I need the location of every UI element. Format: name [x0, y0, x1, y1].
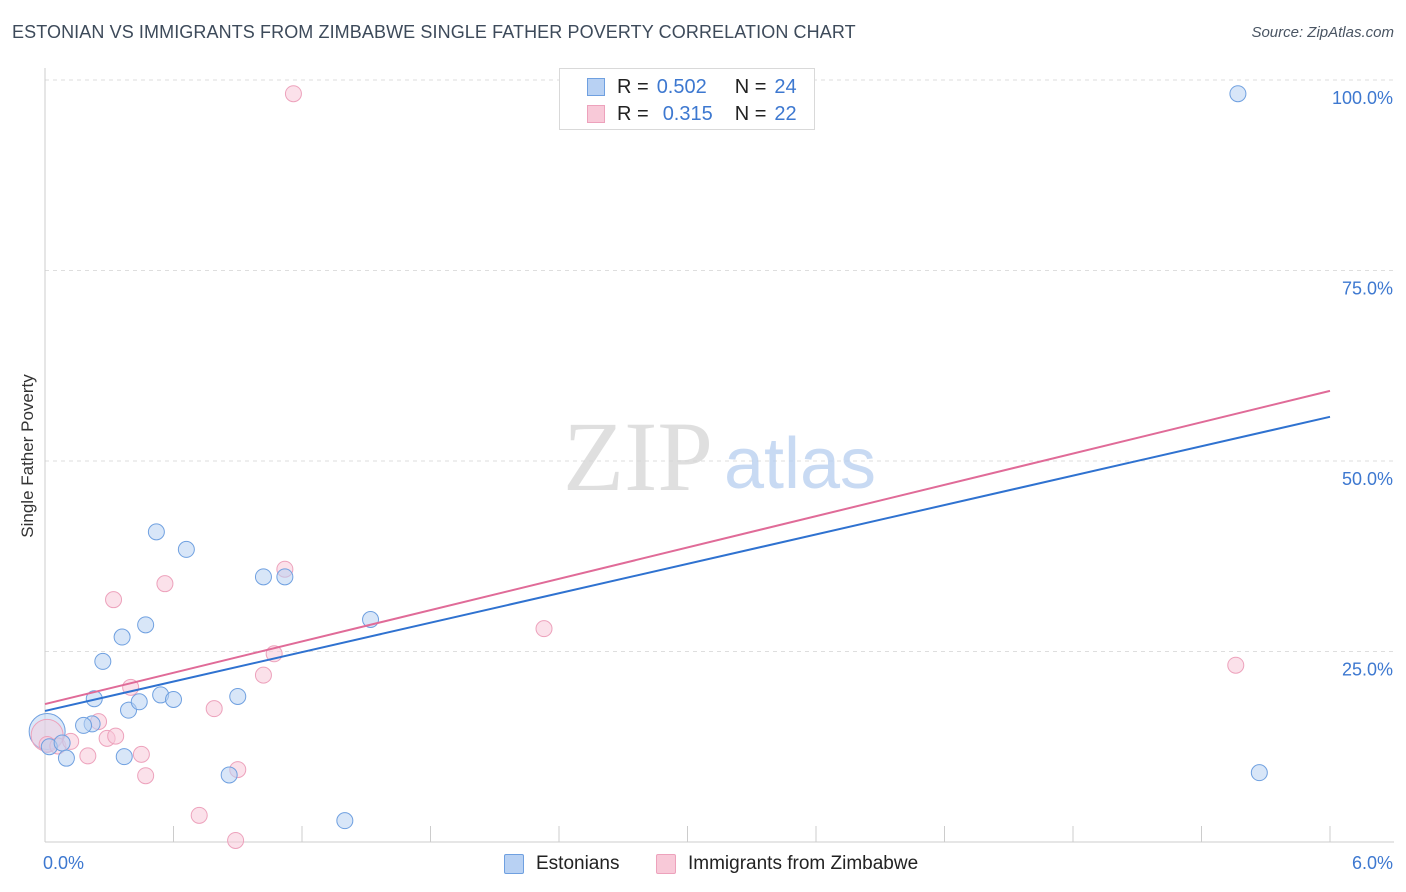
bottom-legend-swatch-estonians [504, 854, 524, 874]
estonians-point [229, 687, 247, 705]
chart-title: ESTONIAN VS IMMIGRANTS FROM ZIMBABWE SIN… [12, 22, 856, 42]
legend-n-value: 22 [774, 102, 797, 125]
estonians-point [220, 766, 238, 784]
estonians-point [53, 734, 71, 752]
estonians-point [115, 748, 133, 766]
legend-swatch-estonians [587, 78, 605, 96]
legend-row-estonians: R = 0.502 N = 24 [587, 75, 797, 99]
y-tick-label: 50.0% [1342, 469, 1393, 489]
legend-n-value: 24 [774, 75, 797, 98]
estonians-point [336, 812, 354, 830]
estonians-point [94, 652, 112, 670]
zimbabwe-point [284, 85, 302, 103]
zimbabwe-point [107, 727, 125, 745]
zimbabwe-point [227, 831, 245, 849]
zimbabwe-point [190, 806, 208, 824]
source-label: Source: ZipAtlas.com [1251, 24, 1394, 41]
estonians-point [75, 716, 93, 734]
zimbabwe-point [254, 666, 272, 684]
zimbabwe-point [79, 747, 97, 765]
zimbabwe-point [105, 591, 123, 609]
legend-n-label: N = [734, 102, 767, 125]
zimbabwe-point [132, 745, 150, 763]
legend-r-label: R = [617, 75, 649, 98]
y-tick-label: 75.0% [1342, 279, 1393, 299]
estonians-point [130, 693, 148, 711]
data-points [28, 85, 1268, 849]
watermark-atlas: atlas [724, 424, 876, 504]
zimbabwe-point [535, 620, 553, 638]
y-tick-label: 100.0% [1332, 88, 1393, 108]
legend-row-zimbabwe: R = 0.315 N = 22 [587, 102, 797, 126]
axes [44, 68, 1394, 843]
estonians-point [177, 540, 195, 558]
watermark-zip: ZIP [563, 401, 713, 512]
zimbabwe-point [137, 767, 155, 785]
estonians-point [276, 568, 294, 586]
estonians-point [113, 628, 131, 646]
legend-n-label: N = [734, 75, 767, 98]
estonians-trend-line [44, 415, 1331, 712]
estonians-point [254, 568, 272, 586]
estonians-point [57, 749, 75, 767]
bottom-legend-swatch-zimbabwe [656, 854, 676, 874]
zimbabwe-trend-line [44, 389, 1331, 706]
x-tick-label-max: 6.0% [1352, 853, 1393, 873]
estonians-point [165, 691, 182, 709]
zimbabwe-point [205, 700, 223, 718]
trend-lines [44, 389, 1331, 712]
estonians-point [147, 523, 165, 541]
bottom-legend-label-estonians: Estonians [536, 853, 620, 874]
zimbabwe-point [1227, 656, 1245, 674]
legend-r-label: R = [617, 102, 649, 125]
bottom-legend-estonians: Estonians [504, 851, 619, 877]
bottom-legend-label-zimbabwe: Immigrants from Zimbabwe [688, 853, 919, 874]
bottom-legend-zimbabwe: Immigrants from Zimbabwe [656, 851, 918, 877]
estonians-point [1229, 85, 1247, 103]
legend-r-value: 0.502 [656, 75, 707, 98]
legend-r-value: 0.315 [662, 102, 713, 125]
x-tick-label-min: 0.0% [43, 853, 84, 873]
estonians-point [137, 616, 155, 634]
gridlines [45, 79, 1394, 652]
estonians-point [1250, 764, 1268, 782]
y-tick-label: 25.0% [1342, 660, 1393, 680]
tick-labels: 25.0% 50.0% 75.0% 100.0% 0.0% 6.0% [43, 88, 1393, 873]
watermark: ZIP atlas [563, 401, 876, 512]
zimbabwe-point [156, 575, 174, 593]
legend-swatch-zimbabwe [587, 105, 605, 123]
legend: R = 0.502 N = 24 R = 0.315 N = 22 [559, 68, 815, 130]
